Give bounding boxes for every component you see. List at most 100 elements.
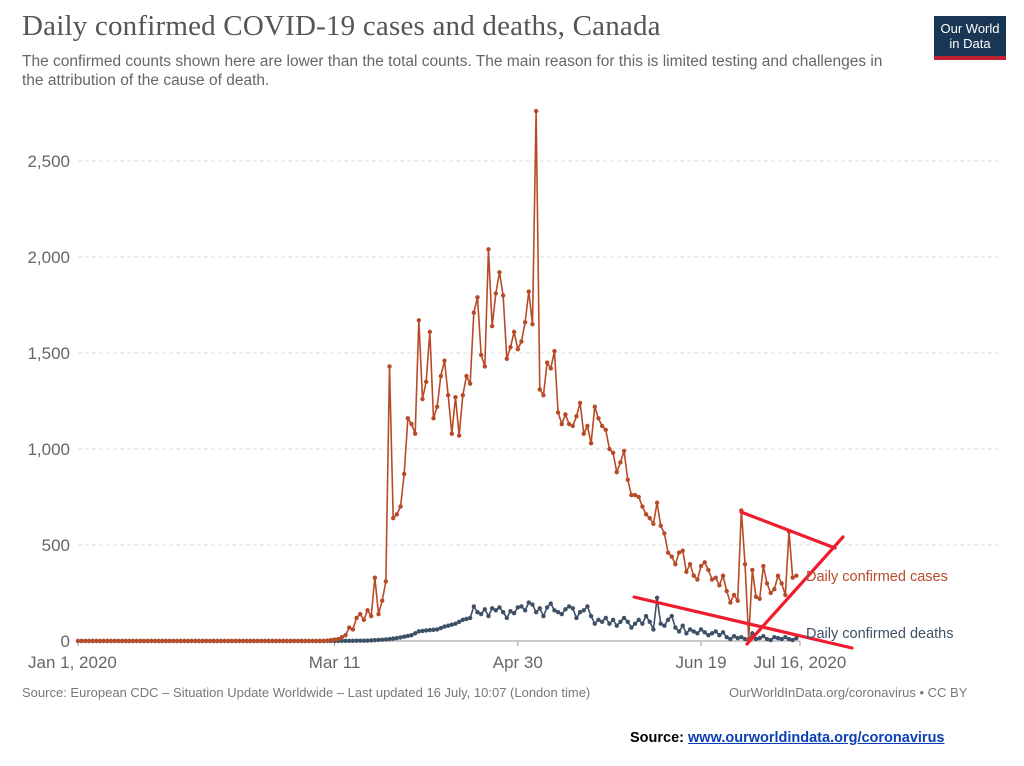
data-point-deaths xyxy=(566,604,572,609)
data-point-cases xyxy=(211,638,216,644)
owid-logo[interactable]: Our World in Data xyxy=(934,16,1006,60)
data-point-deaths xyxy=(731,634,737,639)
y-tick-label: 2,000 xyxy=(27,248,70,267)
data-point-deaths xyxy=(442,624,447,629)
data-point-cases xyxy=(273,638,279,644)
data-point-deaths xyxy=(654,595,660,600)
data-point-cases xyxy=(647,515,652,521)
data-point-cases xyxy=(702,560,707,565)
data-point-cases xyxy=(695,577,700,582)
data-point-cases xyxy=(97,638,103,644)
data-point-cases xyxy=(174,638,180,644)
data-point-deaths xyxy=(500,610,506,615)
data-point-cases xyxy=(566,421,572,427)
data-point-cases xyxy=(669,554,674,559)
data-point-cases xyxy=(75,638,81,644)
data-point-cases xyxy=(332,637,337,642)
data-point-cases xyxy=(731,592,737,598)
data-point-cases xyxy=(306,638,312,644)
data-point-cases xyxy=(112,638,117,644)
data-point-cases xyxy=(544,360,550,365)
data-point-deaths xyxy=(588,613,594,619)
data-point-deaths xyxy=(471,604,477,609)
data-point-deaths xyxy=(420,628,425,634)
data-point-deaths xyxy=(783,634,788,640)
data-point-deaths xyxy=(753,636,759,642)
data-point-cases xyxy=(427,329,433,335)
source-note-link[interactable]: www.ourworldindata.org/coronavirus xyxy=(688,730,945,746)
data-point-deaths xyxy=(555,610,561,615)
data-point-cases xyxy=(438,373,444,379)
data-point-cases xyxy=(412,431,418,436)
data-point-cases xyxy=(83,638,88,644)
x-tick-label: Apr 30 xyxy=(493,653,543,672)
data-point-cases xyxy=(248,638,253,644)
data-point-deaths xyxy=(478,611,484,617)
data-point-cases xyxy=(508,345,513,350)
data-point-cases xyxy=(185,638,191,644)
data-point-cases xyxy=(182,638,187,644)
data-point-deaths xyxy=(416,629,422,634)
data-point-cases xyxy=(171,638,176,644)
data-point-cases xyxy=(259,638,264,644)
data-point-deaths xyxy=(669,613,674,619)
data-point-cases xyxy=(266,638,271,644)
data-point-cases xyxy=(405,416,411,421)
data-point-cases xyxy=(145,638,150,644)
data-point-cases xyxy=(218,638,224,644)
data-point-deaths xyxy=(772,634,777,640)
data-point-cases xyxy=(691,573,696,578)
data-point-cases xyxy=(130,638,136,644)
data-point-cases xyxy=(537,387,542,392)
data-point-cases xyxy=(314,638,319,644)
data-point-cases xyxy=(585,423,590,429)
y-tick-label: 2,500 xyxy=(27,152,70,171)
data-point-cases xyxy=(614,469,619,475)
data-point-cases xyxy=(449,431,455,436)
data-point-deaths xyxy=(581,608,586,613)
data-point-cases xyxy=(233,638,238,644)
data-point-deaths xyxy=(354,638,359,643)
data-point-cases xyxy=(156,638,161,644)
data-point-deaths xyxy=(662,623,667,628)
data-point-deaths xyxy=(541,613,546,619)
data-point-cases xyxy=(453,394,458,400)
data-point-cases xyxy=(530,322,535,327)
y-tick-label: 1,000 xyxy=(27,440,70,459)
data-point-cases xyxy=(753,594,759,600)
data-point-deaths xyxy=(445,623,451,628)
data-point-deaths xyxy=(365,638,370,643)
data-point-deaths xyxy=(577,610,583,615)
data-point-cases xyxy=(288,638,293,644)
series-line-deaths xyxy=(78,597,797,642)
data-point-deaths xyxy=(647,619,652,624)
data-point-deaths xyxy=(530,602,535,607)
data-point-cases xyxy=(390,515,396,521)
data-point-cases xyxy=(658,523,663,528)
data-point-deaths xyxy=(676,629,682,634)
data-point-deaths xyxy=(552,608,557,613)
data-point-cases xyxy=(500,293,506,298)
data-point-deaths xyxy=(790,637,795,643)
data-point-cases xyxy=(127,638,132,644)
data-point-deaths xyxy=(596,617,601,623)
data-point-cases xyxy=(401,471,407,477)
data-point-cases xyxy=(317,638,323,644)
data-point-cases xyxy=(526,289,531,294)
data-point-cases xyxy=(761,563,766,569)
data-point-deaths xyxy=(383,637,389,642)
source-note: Source: www.ourworldindata.org/coronavir… xyxy=(630,730,945,746)
data-point-deaths xyxy=(607,621,612,626)
data-point-deaths xyxy=(786,636,792,642)
data-point-cases xyxy=(86,638,92,644)
license-link[interactable]: OurWorldInData.org/coronavirus • CC BY xyxy=(729,685,968,700)
data-point-deaths xyxy=(401,634,407,639)
data-point-deaths xyxy=(728,636,733,642)
data-point-deaths xyxy=(739,634,744,640)
data-point-deaths xyxy=(764,636,770,642)
logo-line-2: in Data xyxy=(949,36,991,51)
data-point-cases xyxy=(255,638,260,644)
data-point-cases xyxy=(698,563,704,569)
data-point-cases xyxy=(394,512,400,517)
data-point-cases xyxy=(237,638,242,644)
